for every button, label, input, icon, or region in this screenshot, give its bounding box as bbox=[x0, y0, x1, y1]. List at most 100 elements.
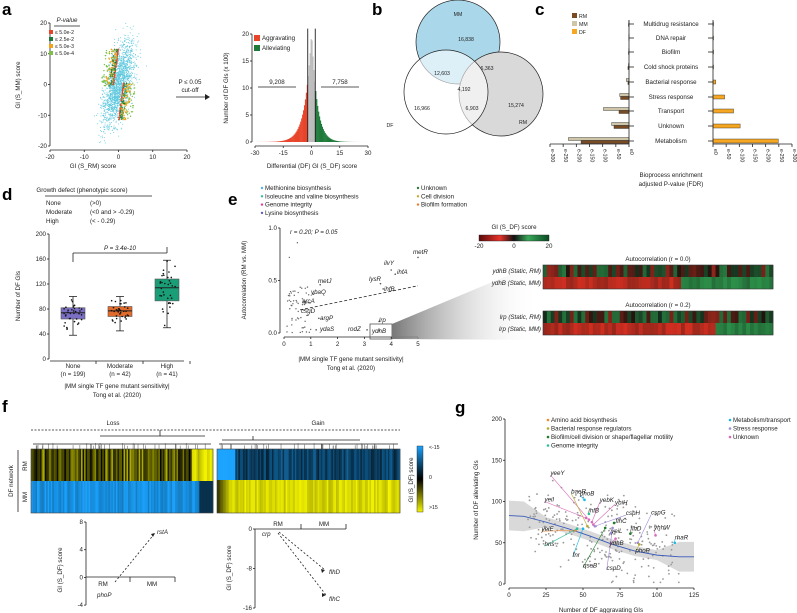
a-point-significant bbox=[133, 91, 136, 93]
a-point-significant bbox=[110, 48, 113, 51]
e-heatmap-cell bbox=[589, 265, 594, 277]
e-heatmap-cell bbox=[554, 277, 559, 289]
e-heatmap-cell bbox=[566, 277, 571, 289]
a-point bbox=[114, 109, 116, 111]
g-point bbox=[601, 534, 604, 537]
f-gain-mm-cell bbox=[377, 480, 379, 513]
a-point bbox=[114, 106, 116, 108]
a-point bbox=[130, 74, 132, 76]
a-point bbox=[104, 106, 106, 108]
g-point bbox=[611, 580, 614, 583]
e-colorbar-tick: -20 bbox=[475, 243, 485, 250]
a-point bbox=[126, 78, 128, 80]
a-point bbox=[113, 84, 115, 86]
a-point-significant bbox=[113, 82, 115, 84]
a-point-significant bbox=[113, 56, 115, 59]
g-point bbox=[536, 493, 538, 495]
f-gain-rm-cell bbox=[229, 449, 232, 480]
a-point bbox=[119, 80, 121, 82]
a-point bbox=[113, 106, 115, 108]
a-point-significant bbox=[113, 76, 116, 79]
a-point bbox=[119, 52, 121, 54]
a-point bbox=[113, 44, 115, 46]
f-gain-mm-cell bbox=[256, 480, 259, 513]
g-point bbox=[527, 518, 529, 521]
a-point bbox=[98, 103, 100, 105]
f-loss-mm-cell bbox=[81, 481, 83, 513]
histogram-bar bbox=[308, 65, 310, 142]
g-point bbox=[652, 581, 655, 584]
g-point bbox=[538, 543, 540, 546]
f-loss-mm-cell bbox=[125, 481, 127, 513]
g-legend-dot bbox=[546, 435, 550, 439]
e-heatmap-cell bbox=[711, 311, 716, 323]
f-gain-rm-cell bbox=[245, 449, 248, 480]
a-point-significant bbox=[133, 92, 135, 95]
g-gene-label: yeiI bbox=[544, 497, 555, 504]
f-gain-mm-cell bbox=[317, 480, 320, 513]
a-point-significant bbox=[103, 63, 106, 66]
f-gain-mm-cell bbox=[384, 480, 387, 513]
e-gene-point bbox=[319, 283, 321, 286]
f-loss-rm-cell bbox=[123, 449, 126, 481]
a-point bbox=[99, 104, 101, 106]
f-loss-rm-cell bbox=[193, 449, 196, 481]
g-point bbox=[590, 541, 593, 543]
box-point bbox=[70, 299, 73, 301]
a-x-tick-label: 10 bbox=[149, 154, 156, 161]
a-point bbox=[113, 93, 115, 95]
g-point bbox=[607, 515, 610, 518]
a-point bbox=[119, 89, 121, 91]
a-point bbox=[116, 75, 118, 77]
f-loss-mm-cell bbox=[41, 481, 44, 513]
a-point bbox=[107, 118, 109, 120]
f-loss-rm-cell bbox=[87, 449, 89, 481]
box-point bbox=[118, 308, 121, 311]
a-point-significant bbox=[112, 49, 114, 52]
f-loss-mm-cell bbox=[78, 481, 80, 513]
e-point bbox=[307, 302, 309, 304]
f-loss-mm-cell bbox=[211, 481, 214, 513]
a-point-significant bbox=[112, 59, 114, 62]
a-point bbox=[101, 106, 103, 108]
e-gene-label: ihfA bbox=[397, 269, 408, 276]
a-point bbox=[130, 62, 132, 64]
a-point bbox=[121, 77, 123, 79]
f-loss-mm-cell bbox=[73, 481, 76, 513]
f-gain-mm-cell bbox=[245, 480, 248, 513]
a-point-significant bbox=[118, 114, 121, 116]
a-point bbox=[102, 106, 104, 108]
a-point bbox=[113, 119, 115, 121]
a-x-tick-label: -10 bbox=[80, 154, 90, 161]
a-point bbox=[125, 80, 127, 82]
g-point bbox=[670, 563, 673, 566]
f-line1-y-tick-label: 0 bbox=[80, 574, 84, 581]
f-gain-mm-cell bbox=[342, 480, 344, 513]
a-point-significant bbox=[118, 117, 120, 119]
a-point bbox=[115, 88, 117, 90]
a-point-significant bbox=[124, 118, 127, 121]
a-point bbox=[121, 46, 123, 48]
e-heatmap-border bbox=[542, 310, 774, 336]
f-loss-rm-cell bbox=[140, 449, 143, 481]
f-gain-mm-cell bbox=[300, 480, 303, 513]
a-point bbox=[104, 92, 106, 94]
e-heatmap-cell bbox=[719, 311, 724, 323]
histogram-bar bbox=[332, 139, 334, 142]
g-point bbox=[605, 556, 608, 558]
a-point bbox=[126, 45, 128, 47]
e-heatmap-cell bbox=[638, 323, 643, 335]
f-gain-mm-cell bbox=[316, 480, 318, 513]
f-gain-rm-cell bbox=[396, 449, 399, 480]
a-point bbox=[104, 99, 106, 101]
f-loss-mm-cell bbox=[182, 481, 185, 513]
f-gain-mm-cell bbox=[278, 480, 280, 513]
g-gene-label: rhaR bbox=[675, 534, 689, 541]
a-point bbox=[110, 118, 112, 120]
a-point bbox=[126, 50, 128, 52]
a-point bbox=[133, 64, 135, 66]
a-point bbox=[119, 57, 121, 59]
a-point-significant bbox=[127, 110, 129, 113]
g-point bbox=[620, 550, 623, 553]
g-point bbox=[562, 541, 565, 544]
